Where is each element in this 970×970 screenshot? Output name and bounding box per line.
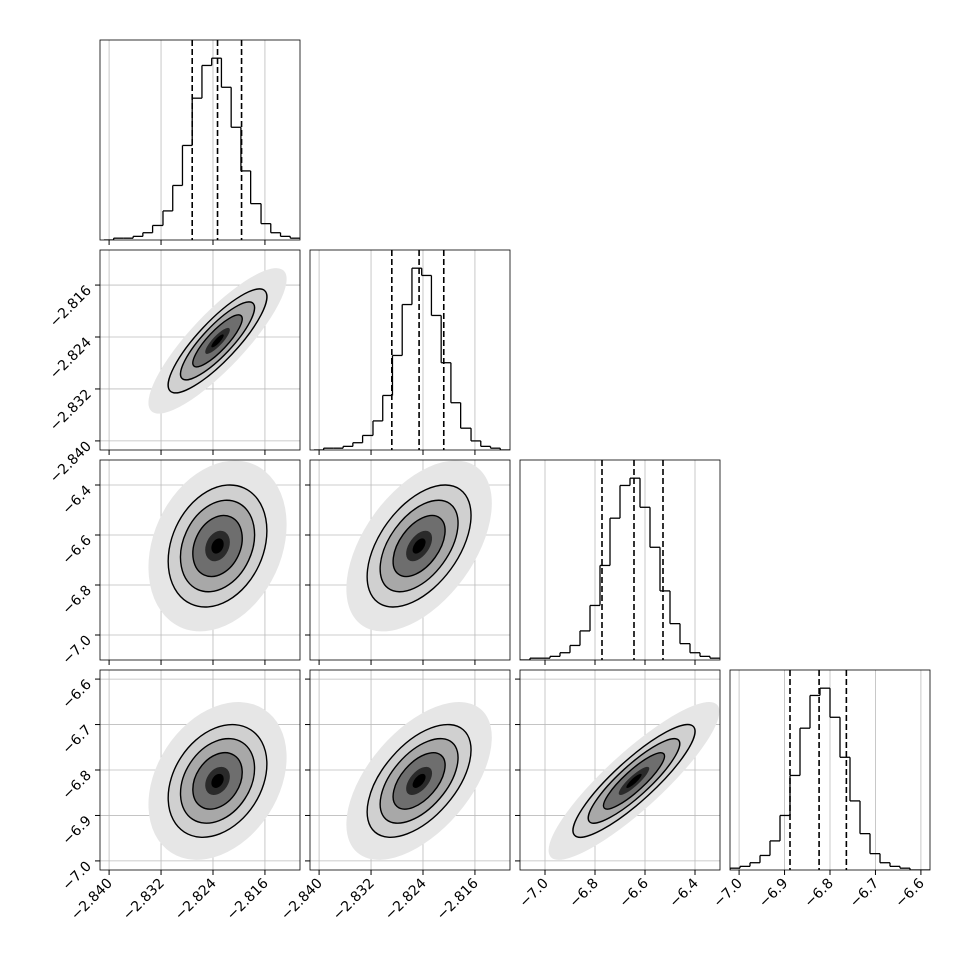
- y-tick-label: −2.840: [47, 438, 95, 486]
- density-contour: [211, 773, 224, 788]
- panel-frame: [309, 669, 511, 871]
- panel: [100, 670, 300, 870]
- panel: [520, 670, 720, 870]
- x-tick-label: −2.832: [120, 876, 168, 924]
- x-tick-label: −2.816: [224, 875, 272, 923]
- y-tick-label: −6.6: [59, 532, 94, 567]
- panel-frame: [519, 459, 721, 661]
- x-tick-label: −2.824: [382, 875, 430, 923]
- x-tick-label: −2.816: [434, 875, 482, 923]
- density-contour: [412, 773, 426, 788]
- panel-frame: [99, 669, 301, 871]
- panel: [310, 670, 510, 870]
- panel: [520, 460, 720, 660]
- panel: [103, 40, 300, 240]
- panel-frame: [99, 459, 301, 661]
- y-tick-label: −6.7: [59, 722, 94, 757]
- y-tick-label: −2.832: [47, 386, 95, 434]
- density-contour: [211, 538, 224, 554]
- panel-frame: [99, 39, 301, 241]
- panel-frame: [309, 249, 511, 451]
- x-tick-label: −6.8: [801, 876, 836, 911]
- x-tick-label: −6.4: [666, 875, 701, 910]
- x-tick-label: −6.6: [616, 875, 651, 910]
- y-tick-label: −7.0: [59, 858, 94, 893]
- x-tick-label: −6.7: [847, 876, 882, 911]
- panel-frame: [519, 669, 721, 871]
- x-tick-label: −7.0: [516, 876, 551, 911]
- x-tick-label: −6.6: [892, 875, 927, 910]
- x-tick-label: −7.0: [711, 876, 746, 911]
- panel: [100, 250, 300, 450]
- panel-frame: [729, 669, 931, 871]
- y-tick-label: −7.0: [59, 633, 94, 668]
- y-tick-label: −6.8: [59, 768, 94, 803]
- x-tick-label: −6.8: [566, 876, 601, 911]
- panel: [100, 460, 300, 660]
- y-tick-label: −6.8: [59, 583, 94, 618]
- panel: [310, 460, 510, 660]
- y-tick-label: −6.6: [59, 677, 94, 712]
- density-contour: [211, 334, 224, 348]
- panel: [313, 250, 510, 450]
- y-tick-label: −6.4: [59, 482, 94, 517]
- y-tick-label: −2.816: [47, 283, 95, 331]
- x-tick-label: −2.840: [278, 876, 326, 924]
- x-tick-label: −2.832: [330, 876, 378, 924]
- y-tick-label: −6.9: [59, 813, 94, 848]
- x-tick-label: −2.824: [172, 875, 220, 923]
- y-tick-label: −2.824: [47, 334, 95, 382]
- panel-frame: [309, 459, 511, 661]
- panel-frame: [99, 249, 301, 451]
- x-tick-label: −6.9: [756, 876, 791, 911]
- density-contour: [626, 773, 642, 788]
- panel: [730, 670, 930, 870]
